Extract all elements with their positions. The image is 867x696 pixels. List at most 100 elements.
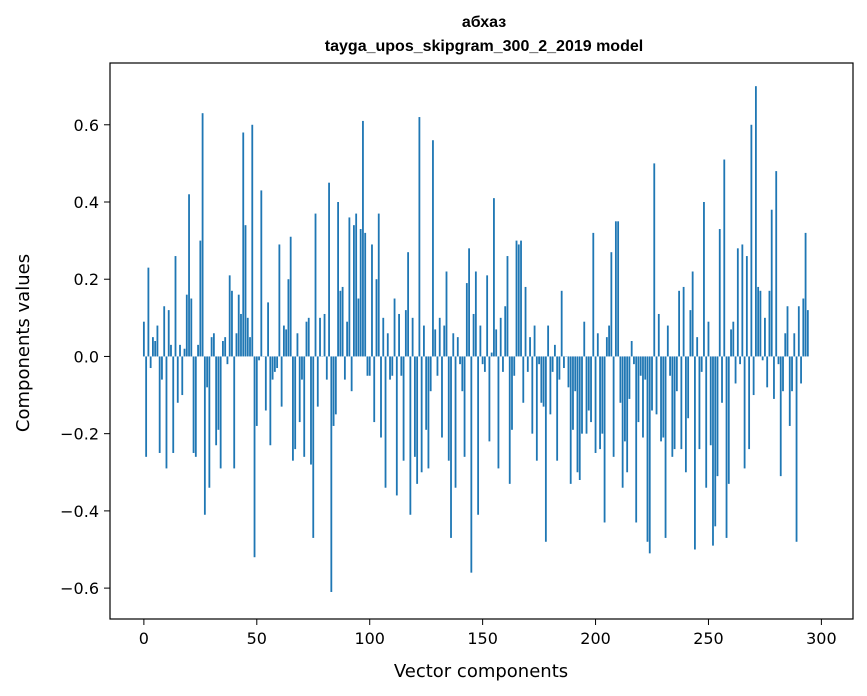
bar-component-268 [748,356,751,450]
bar-component-29 [208,356,211,488]
x-axis-label: Vector components [394,661,568,682]
bar-component-155 [493,198,495,357]
bar-component-34 [219,356,222,469]
bar-component-205 [605,337,608,357]
bar-component-86 [337,202,339,357]
y-tick-label: −0.2 [60,425,99,444]
bar-component-223 [646,356,649,542]
bar-component-114 [400,356,403,376]
bar-component-190 [572,356,574,430]
bar-component-4 [152,337,154,357]
bar-component-16 [179,344,181,357]
bar-component-250 [707,321,710,357]
bar-component-150 [481,356,484,365]
bar-component-140 [459,356,461,365]
bar-component-271 [754,86,757,357]
bar-component-80 [323,313,326,357]
bar-component-292 [802,298,805,357]
bar-component-42 [237,294,240,357]
bar-component-291 [800,356,802,384]
bar-component-191 [574,356,577,392]
bar-component-113 [398,313,400,357]
bar-component-35 [222,341,224,357]
bar-component-133 [443,325,446,357]
bar-component-283 [782,356,784,392]
bar-component-183 [556,356,559,461]
bar-component-130 [436,356,439,376]
bar-component-294 [806,310,809,357]
bar-component-54 [264,356,267,411]
chart-title: абхаз [462,14,506,31]
bar-component-72 [305,321,308,357]
bar-component-199 [592,232,595,357]
bar-component-203 [601,356,604,434]
bar-component-246 [698,356,701,450]
bar-component-129 [434,329,437,357]
bar-component-275 [764,317,766,357]
bar-component-23 [194,356,197,457]
bar-component-226 [653,163,656,357]
bar-component-206 [608,325,610,357]
bar-component-90 [346,321,349,357]
bar-component-209 [614,221,617,357]
bar-component-40 [233,356,236,469]
bar-component-41 [235,333,238,357]
bar-component-240 [684,356,687,473]
bar-component-116 [404,310,407,357]
bar-component-236 [675,356,678,392]
bar-component-249 [705,356,708,488]
bar-component-253 [714,356,717,527]
bar-component-18 [183,348,186,357]
bar-component-238 [680,356,683,450]
bar-component-251 [709,356,712,446]
bar-component-33 [217,356,220,430]
bar-component-276 [766,356,769,388]
bar-component-60 [278,244,281,357]
bar-component-71 [303,356,306,457]
bar-component-44 [242,132,245,357]
bar-component-135 [447,356,450,461]
bar-component-176 [540,356,543,403]
x-axis-ticks: 0 50 100 150 200 250 300 [139,619,837,648]
bar-component-213 [624,356,626,442]
bar-component-2 [147,267,150,357]
bar-component-219 [637,356,640,423]
y-tick-label: 0.0 [74,347,99,366]
bar-component-147 [474,271,477,357]
bar-component-63 [285,329,288,357]
bar-component-49 [253,356,256,558]
bar-component-178 [544,356,547,542]
bar-component-61 [280,356,283,407]
bar-component-159 [502,356,504,372]
bar-component-267 [745,256,748,357]
bar-component-32 [215,356,218,446]
bar-component-266 [743,356,746,469]
x-tick-label: 300 [806,629,837,648]
bar-component-115 [402,356,405,461]
bar-component-62 [282,325,285,357]
bar-component-230 [662,356,665,438]
bar-component-136 [450,356,452,538]
bar-component-172 [531,356,534,434]
bar-component-259 [727,356,730,484]
bar-component-24 [197,344,199,357]
bar-component-152 [486,275,489,357]
bar-component-239 [682,286,685,357]
bar-component-262 [734,356,737,384]
bar-component-68 [296,333,299,357]
bar-component-222 [644,356,647,380]
bar-component-168 [522,356,525,403]
bar-component-264 [739,356,741,365]
bar-component-8 [161,356,163,380]
bar-component-198 [590,356,592,423]
y-axis-label: Components values [13,254,34,432]
bar-component-97 [362,120,364,357]
bar-component-166 [517,244,520,357]
bar-component-247 [700,356,703,372]
bar-component-171 [529,337,531,357]
bar-component-128 [432,140,434,357]
bar-component-76 [314,213,317,357]
bar-component-5 [154,341,157,357]
bar-component-248 [703,202,705,357]
bar-component-286 [788,356,791,426]
